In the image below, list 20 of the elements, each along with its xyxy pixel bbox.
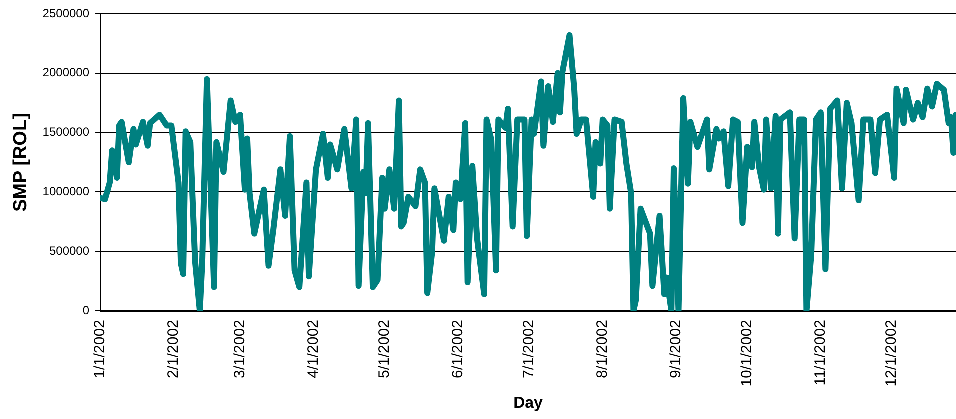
x-tick-label: 4/1/2002 [304,320,322,378]
x-tick-label: 5/1/2002 [376,320,394,378]
y-tick-label: 2000000 [42,66,90,80]
y-tick-label: 1000000 [42,184,90,199]
y-tick-label: 2500000 [42,6,90,20]
x-tick-label: 9/1/2002 [668,320,685,378]
x-tick-label: 2/1/2002 [165,320,182,378]
x-tick-label: 1/1/2002 [92,320,109,378]
y-axis-title: SMP [ROL] [10,113,32,212]
x-tick-label: 6/1/2002 [449,320,466,378]
x-tick-label: 12/1/2002 [883,320,900,387]
x-tick-label: 11/1/2002 [812,320,830,386]
x-tick-label: 10/1/2002 [738,320,756,387]
x-tick-label: 3/1/2002 [231,320,248,378]
y-tick-label: 500000 [49,244,90,258]
x-axis-title: Day [514,394,544,412]
x-tick-label: 8/1/2002 [594,320,612,378]
x-tick-label: 7/1/2002 [520,320,538,378]
y-tick-label: 1500000 [42,125,90,140]
y-tick-label: 0 [82,303,90,318]
